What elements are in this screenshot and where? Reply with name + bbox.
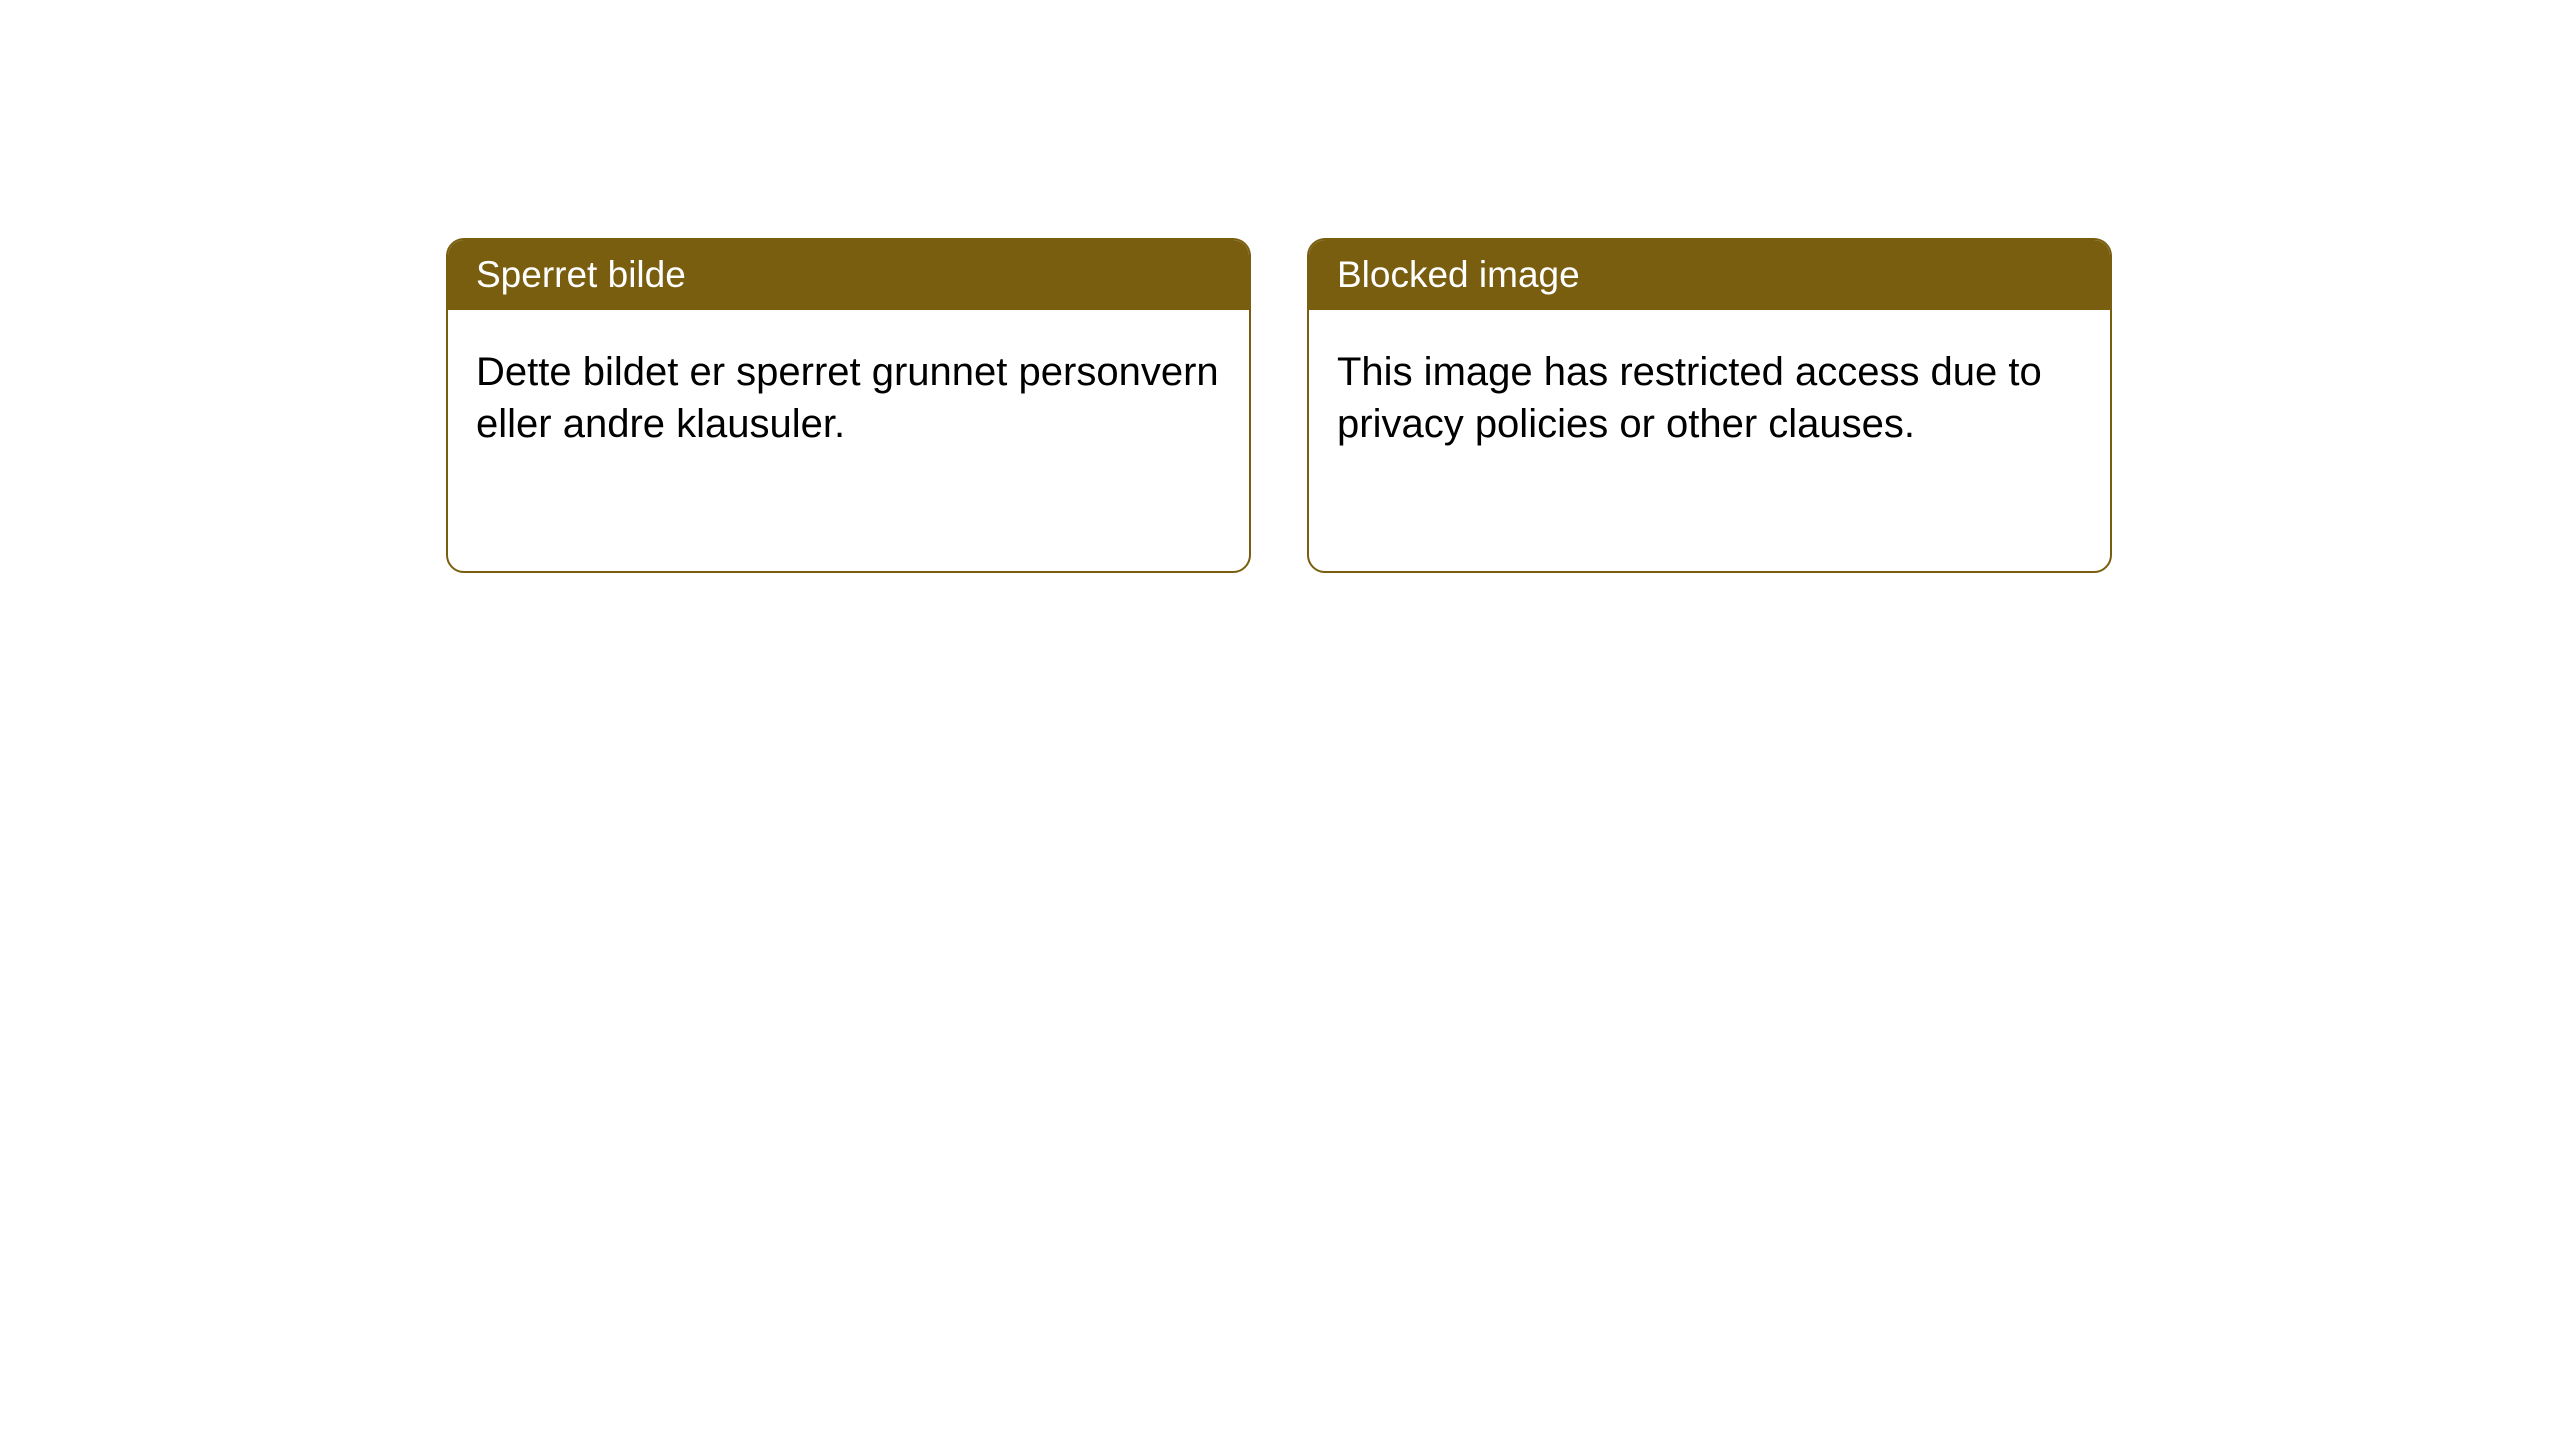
card-title: Blocked image xyxy=(1337,254,1580,295)
notice-card-english: Blocked image This image has restricted … xyxy=(1307,238,2112,573)
card-message: This image has restricted access due to … xyxy=(1337,350,2042,446)
notice-card-norwegian: Sperret bilde Dette bildet er sperret gr… xyxy=(446,238,1251,573)
card-body: This image has restricted access due to … xyxy=(1309,310,2110,486)
card-title: Sperret bilde xyxy=(476,254,686,295)
card-message: Dette bildet er sperret grunnet personve… xyxy=(476,350,1219,446)
notice-cards-container: Sperret bilde Dette bildet er sperret gr… xyxy=(0,0,2560,573)
card-body: Dette bildet er sperret grunnet personve… xyxy=(448,310,1249,486)
card-header: Blocked image xyxy=(1309,240,2110,310)
card-header: Sperret bilde xyxy=(448,240,1249,310)
